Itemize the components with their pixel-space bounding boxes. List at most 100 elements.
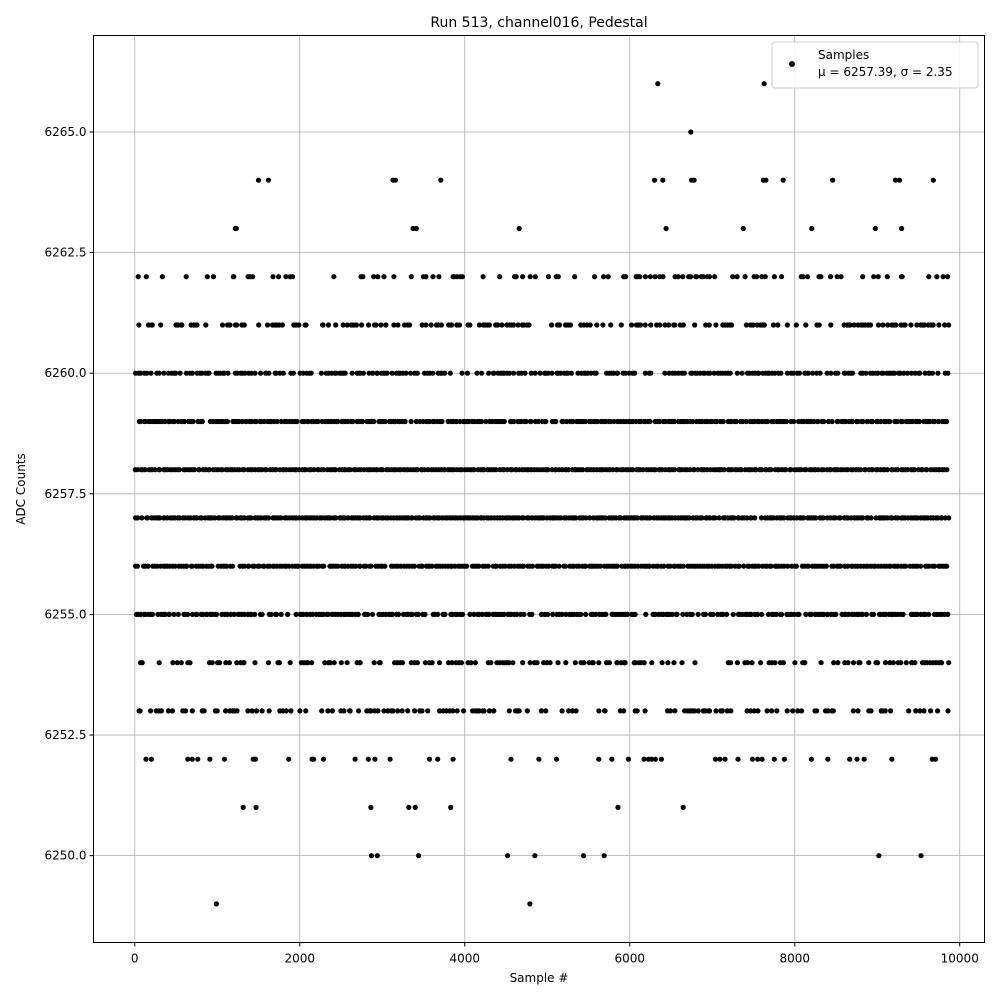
data-point <box>333 515 339 521</box>
data-point <box>419 708 425 714</box>
data-point <box>573 708 579 714</box>
data-point <box>248 515 254 521</box>
data-point <box>259 611 265 618</box>
data-point <box>514 611 520 618</box>
data-point <box>914 611 920 618</box>
data-point <box>805 370 811 376</box>
data-point <box>259 708 265 714</box>
data-point <box>712 274 718 280</box>
data-point <box>615 660 621 666</box>
data-point <box>903 563 909 569</box>
data-point <box>728 708 734 714</box>
data-point <box>230 563 236 569</box>
data-point <box>374 853 380 859</box>
data-point <box>285 611 291 618</box>
data-point <box>908 322 914 328</box>
data-point <box>749 756 756 762</box>
y-tick-label: 6265.0 <box>45 125 87 139</box>
data-point <box>866 660 872 666</box>
data-point <box>922 370 928 376</box>
data-point <box>652 274 658 280</box>
data-point <box>545 611 551 618</box>
data-point <box>454 708 460 714</box>
data-point <box>149 611 156 618</box>
data-point <box>520 515 527 521</box>
data-point <box>528 370 534 376</box>
data-point <box>274 611 280 618</box>
data-point <box>573 515 579 521</box>
data-point <box>532 853 538 859</box>
data-point <box>773 611 779 618</box>
data-point <box>157 515 163 521</box>
data-point <box>803 611 809 618</box>
data-point <box>450 756 456 762</box>
data-point <box>568 370 574 376</box>
data-point <box>680 611 686 618</box>
data-point <box>769 708 775 714</box>
data-point <box>791 418 797 425</box>
y-tick-label: 6262.5 <box>45 246 87 260</box>
data-point <box>207 756 213 762</box>
data-point <box>389 370 395 376</box>
data-point <box>623 274 629 280</box>
x-tick-label: 8000 <box>779 952 810 966</box>
data-point <box>523 418 529 425</box>
data-point <box>793 563 800 569</box>
data-point <box>429 563 435 569</box>
data-point <box>139 515 145 521</box>
data-point <box>156 660 162 666</box>
data-point <box>148 756 154 762</box>
data-point <box>784 322 791 328</box>
data-point <box>471 467 477 473</box>
data-point <box>138 611 144 618</box>
x-tick-label: 4000 <box>449 952 480 966</box>
data-point <box>527 274 533 280</box>
data-point <box>932 418 938 425</box>
data-point <box>182 708 189 714</box>
data-point <box>265 660 272 666</box>
data-point <box>759 611 765 618</box>
data-point <box>137 370 144 376</box>
data-point <box>309 660 315 666</box>
data-point <box>882 660 889 666</box>
data-point <box>359 322 365 328</box>
data-point <box>241 467 247 473</box>
data-point <box>713 708 719 714</box>
data-point <box>917 370 923 376</box>
data-point <box>681 370 688 376</box>
data-point <box>828 322 834 328</box>
data-point <box>416 853 422 859</box>
data-point <box>516 225 522 232</box>
data-point <box>408 418 414 425</box>
data-point <box>845 660 851 666</box>
data-point <box>818 660 824 666</box>
data-point <box>366 370 372 376</box>
data-point <box>225 370 231 376</box>
data-point <box>596 708 602 714</box>
data-point <box>524 708 530 714</box>
data-point <box>450 708 456 714</box>
data-point <box>435 756 441 762</box>
data-point <box>722 756 728 762</box>
data-point <box>242 370 248 376</box>
data-point <box>409 611 415 618</box>
data-point <box>892 370 898 376</box>
data-point <box>652 467 658 473</box>
data-point <box>665 660 671 666</box>
data-point <box>563 611 569 618</box>
legend-box <box>771 41 979 89</box>
data-point <box>331 274 337 280</box>
data-point <box>174 660 180 666</box>
legend: Samples μ = 6257.39, σ = 2.35 <box>771 41 979 89</box>
data-point <box>162 418 168 425</box>
data-point <box>521 611 527 618</box>
data-point <box>201 708 207 714</box>
data-point <box>831 660 837 666</box>
data-point <box>888 708 894 714</box>
data-point <box>543 418 549 425</box>
data-point <box>629 322 635 328</box>
data-point <box>710 611 716 618</box>
data-point <box>223 708 229 714</box>
data-point <box>882 708 888 714</box>
data-point <box>758 467 765 473</box>
